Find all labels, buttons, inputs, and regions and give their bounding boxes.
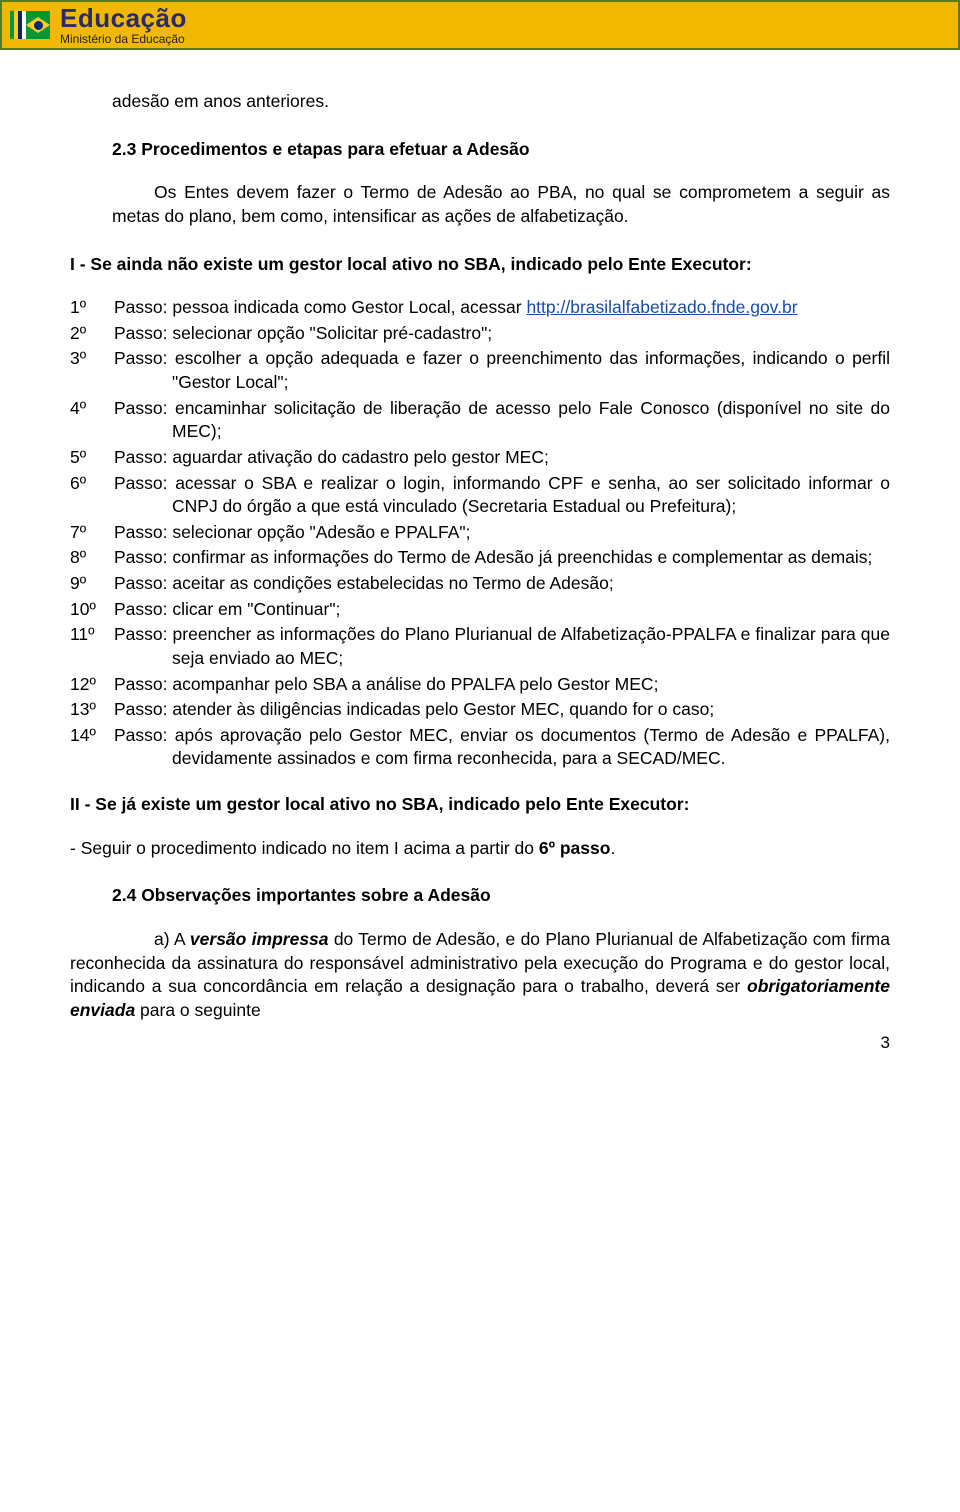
step-number: 7º	[70, 521, 114, 545]
step-row: 7º Passo: selecionar opção "Adesão e PPA…	[70, 521, 890, 545]
step-row: 3º Passo: escolher a opção adequada e fa…	[70, 347, 890, 394]
step-number: 4º	[70, 397, 114, 444]
case-ii-follow-pre: - Seguir o procedimento indicado no item…	[70, 838, 539, 858]
brasilalfabetizado-link[interactable]: http://brasilalfabetizado.fnde.gov.br	[526, 297, 797, 317]
header-subtitle: Ministério da Educação	[60, 33, 187, 45]
step-row: 1º Passo: pessoa indicada como Gestor Lo…	[70, 296, 890, 320]
case-ii-title: II - Se já existe um gestor local ativo …	[70, 793, 890, 817]
step-text: Passo: aceitar as condições estabelecida…	[114, 572, 890, 596]
sec24-a-pre: a) A	[154, 929, 190, 949]
case-i-title: I - Se ainda não existe um gestor local …	[70, 253, 890, 277]
step-text: Passo: preencher as informações do Plano…	[114, 623, 890, 670]
section-2-4-title: 2.4 Observações importantes sobre a Ades…	[70, 884, 890, 908]
step-number: 1º	[70, 296, 114, 320]
section-2-4-a: a) A versão impressa do Termo de Adesão,…	[70, 928, 890, 1023]
step-text: Passo: atender às diligências indicadas …	[114, 698, 890, 722]
step-text: Passo: encaminhar solicitação de liberaç…	[114, 397, 890, 444]
brazil-flag-icon	[10, 11, 50, 39]
step-number: 2º	[70, 322, 114, 346]
step-number: 14º	[70, 724, 114, 771]
step-number: 5º	[70, 446, 114, 470]
carryover-line: adesão em anos anteriores.	[70, 90, 890, 114]
step-number: 8º	[70, 546, 114, 570]
step-row: 6º Passo: acessar o SBA e realizar o log…	[70, 472, 890, 519]
step-text-pre: Passo: pessoa indicada como Gestor Local…	[114, 297, 526, 317]
page-number: 3	[70, 1032, 890, 1055]
step-row: 14º Passo: após aprovação pelo Gestor ME…	[70, 724, 890, 771]
flag-field	[26, 11, 50, 39]
step-number: 9º	[70, 572, 114, 596]
section-2-3-title: 2.3 Procedimentos e etapas para efetuar …	[70, 138, 890, 162]
step-row: 9º Passo: aceitar as condições estabelec…	[70, 572, 890, 596]
step-text: Passo: confirmar as informações do Termo…	[114, 546, 890, 570]
step-text: Passo: aguardar ativação do cadastro pel…	[114, 446, 890, 470]
step-text: Passo: pessoa indicada como Gestor Local…	[114, 296, 890, 320]
step-text: Passo: após aprovação pelo Gestor MEC, e…	[114, 724, 890, 771]
step-number: 10º	[70, 598, 114, 622]
case-ii-follow-bold: 6º passo	[539, 838, 611, 858]
step-row: 5º Passo: aguardar ativação do cadastro …	[70, 446, 890, 470]
step-text: Passo: clicar em "Continuar";	[114, 598, 890, 622]
section-2-3-text: Os Entes devem fazer o Termo de Adesão a…	[70, 181, 890, 228]
step-row: 10º Passo: clicar em "Continuar";	[70, 598, 890, 622]
step-text: Passo: selecionar opção "Solicitar pré-c…	[114, 322, 890, 346]
flag-diamond	[26, 17, 50, 33]
step-text: Passo: acompanhar pelo SBA a análise do …	[114, 673, 890, 697]
step-text: Passo: escolher a opção adequada e fazer…	[114, 347, 890, 394]
sec24-a-b1: versão impressa	[190, 929, 329, 949]
sec24-a-post: para o seguinte	[135, 1000, 261, 1020]
step-text: Passo: selecionar opção "Adesão e PPALFA…	[114, 521, 890, 545]
step-number: 6º	[70, 472, 114, 519]
step-text: Passo: acessar o SBA e realizar o login,…	[114, 472, 890, 519]
step-number: 13º	[70, 698, 114, 722]
step-number: 11º	[70, 623, 114, 670]
step-row: 12º Passo: acompanhar pelo SBA a análise…	[70, 673, 890, 697]
step-row: 2º Passo: selecionar opção "Solicitar pr…	[70, 322, 890, 346]
step-row: 13º Passo: atender às diligências indica…	[70, 698, 890, 722]
page-body: adesão em anos anteriores. 2.3 Procedime…	[0, 50, 960, 1085]
header-text: Educação Ministério da Educação	[60, 5, 187, 45]
case-ii-follow-post: .	[610, 838, 615, 858]
step-row: 4º Passo: encaminhar solicitação de libe…	[70, 397, 890, 444]
step-number: 3º	[70, 347, 114, 394]
step-row: 11º Passo: preencher as informações do P…	[70, 623, 890, 670]
step-row: 8º Passo: confirmar as informações do Te…	[70, 546, 890, 570]
steps-list: 1º Passo: pessoa indicada como Gestor Lo…	[70, 296, 890, 771]
case-ii-follow: - Seguir o procedimento indicado no item…	[70, 837, 890, 861]
flag-globe	[34, 21, 43, 30]
header-bar: Educação Ministério da Educação	[0, 0, 960, 50]
header-title: Educação	[60, 5, 187, 31]
step-number: 12º	[70, 673, 114, 697]
